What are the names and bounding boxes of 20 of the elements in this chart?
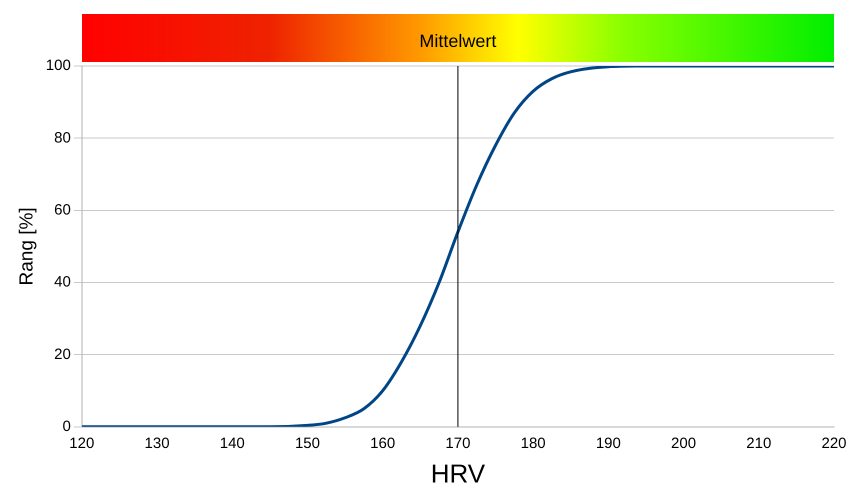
x-tick-label: 150 xyxy=(294,434,320,452)
x-tick-label: 160 xyxy=(370,434,396,452)
y-axis-title: Rang [%] xyxy=(16,207,38,286)
x-tick-label: 220 xyxy=(821,434,847,452)
x-tick-label: 120 xyxy=(69,434,94,452)
x-axis-title: HRV xyxy=(430,458,486,489)
y-tick-label: 80 xyxy=(54,129,71,146)
x-tick-label: 200 xyxy=(671,434,696,452)
y-tick-label: 40 xyxy=(54,274,71,291)
x-tick-label: 180 xyxy=(520,434,546,452)
x-tick-label: 210 xyxy=(746,434,772,452)
x-tick-label: 130 xyxy=(144,434,170,452)
ref-line-label: Mittelwert xyxy=(419,30,496,51)
y-tick-label: 60 xyxy=(54,201,71,218)
y-tick-label: 100 xyxy=(46,57,71,74)
x-tick-label: 140 xyxy=(220,434,245,452)
y-tick-label: 20 xyxy=(54,346,71,363)
y-tick-label: 0 xyxy=(62,418,71,435)
x-tick-label: 170 xyxy=(445,434,470,452)
x-tick-label: 190 xyxy=(596,434,621,452)
